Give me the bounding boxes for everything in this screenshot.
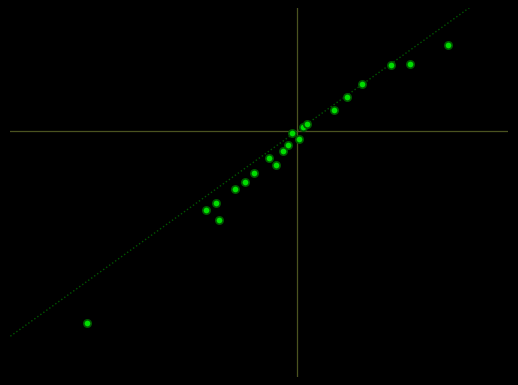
- Point: [406, 61, 414, 67]
- Point: [444, 42, 453, 48]
- Point: [272, 162, 280, 168]
- Point: [299, 124, 307, 130]
- Point: [279, 148, 287, 154]
- Point: [250, 170, 258, 176]
- Point: [329, 107, 338, 114]
- Point: [295, 136, 304, 142]
- Point: [83, 320, 91, 326]
- Point: [202, 206, 210, 213]
- Point: [283, 142, 292, 148]
- Point: [240, 179, 249, 185]
- Point: [231, 186, 239, 192]
- Point: [212, 200, 220, 206]
- Point: [343, 94, 351, 100]
- Point: [214, 217, 223, 223]
- Point: [264, 155, 272, 161]
- Point: [289, 130, 297, 136]
- Point: [358, 81, 366, 87]
- Point: [387, 62, 395, 68]
- Point: [303, 121, 311, 127]
